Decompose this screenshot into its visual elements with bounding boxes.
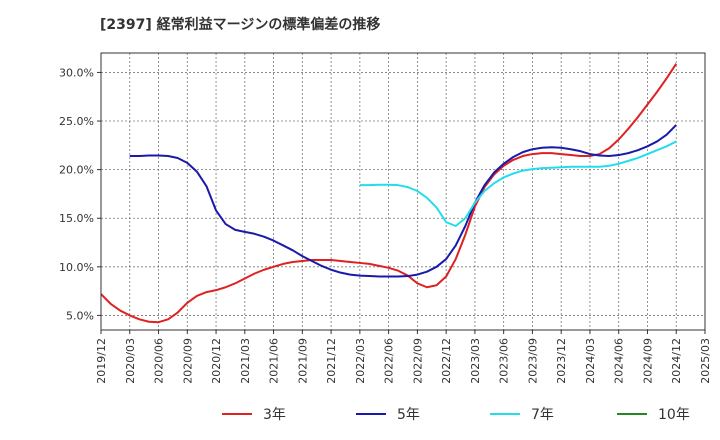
x-tick-label: 2020/12 — [210, 338, 223, 384]
x-axis: 2019/12 2020/03 2020/06 2020/09 2020/12 2021/… — [95, 330, 712, 384]
x-tick-label: 2023/09 — [526, 338, 539, 384]
legend-label-1: 3年 — [263, 407, 286, 423]
x-tick-label: 2022/12 — [440, 338, 453, 384]
y-tick-label: 25.0% — [59, 115, 94, 128]
x-tick-label: 2024/09 — [641, 338, 654, 384]
x-tick-label: 2019/12 — [95, 338, 108, 384]
x-tick-label: 2024/06 — [613, 338, 626, 384]
y-tick-label: 20.0% — [59, 164, 94, 177]
x-tick-label: 2023/03 — [469, 338, 482, 384]
series-layer — [100, 63, 678, 324]
y-tick-label: 5.0% — [66, 309, 94, 322]
x-tick-label: 2020/09 — [181, 338, 194, 384]
x-tick-label: 2023/06 — [498, 338, 511, 384]
legend-label-3: 7年 — [531, 407, 554, 423]
x-tick-label: 2023/12 — [555, 338, 568, 384]
x-tick-label: 2021/09 — [296, 338, 309, 384]
y-tick-label: 15.0% — [59, 212, 94, 225]
legend: 3年 5年 7年 10年 — [222, 407, 690, 423]
x-tick-label: 2024/12 — [670, 338, 683, 384]
y-tick-label: 10.0% — [59, 261, 94, 274]
x-tick-label: 2020/03 — [124, 338, 137, 384]
series-line-1 — [100, 63, 678, 324]
series-line-2 — [129, 124, 677, 278]
x-tick-label: 2021/03 — [239, 338, 252, 384]
legend-label-4: 10年 — [658, 407, 690, 423]
x-tick-label: 2020/06 — [153, 338, 166, 384]
y-axis: 5.0% 10.0% 15.0% 20.0% 25.0% 30.0% — [59, 66, 101, 322]
y-tick-label: 30.0% — [59, 66, 94, 79]
x-tick-label: 2021/12 — [325, 338, 338, 384]
chart-title: [2397] 経常利益マージンの標準偏差の推移 — [100, 17, 381, 33]
plot-border — [100, 52, 706, 331]
x-tick-label: 2021/06 — [268, 338, 281, 384]
grid — [100, 53, 706, 330]
x-tick-label: 2022/03 — [354, 338, 367, 384]
x-tick-label: 2022/09 — [411, 338, 424, 384]
legend-label-2: 5年 — [397, 407, 420, 423]
series-line-3 — [359, 140, 677, 227]
x-tick-label: 2025/03 — [699, 338, 712, 384]
plot-area — [101, 53, 705, 330]
x-tick-label: 2022/06 — [383, 338, 396, 384]
x-tick-label: 2024/03 — [584, 338, 597, 384]
